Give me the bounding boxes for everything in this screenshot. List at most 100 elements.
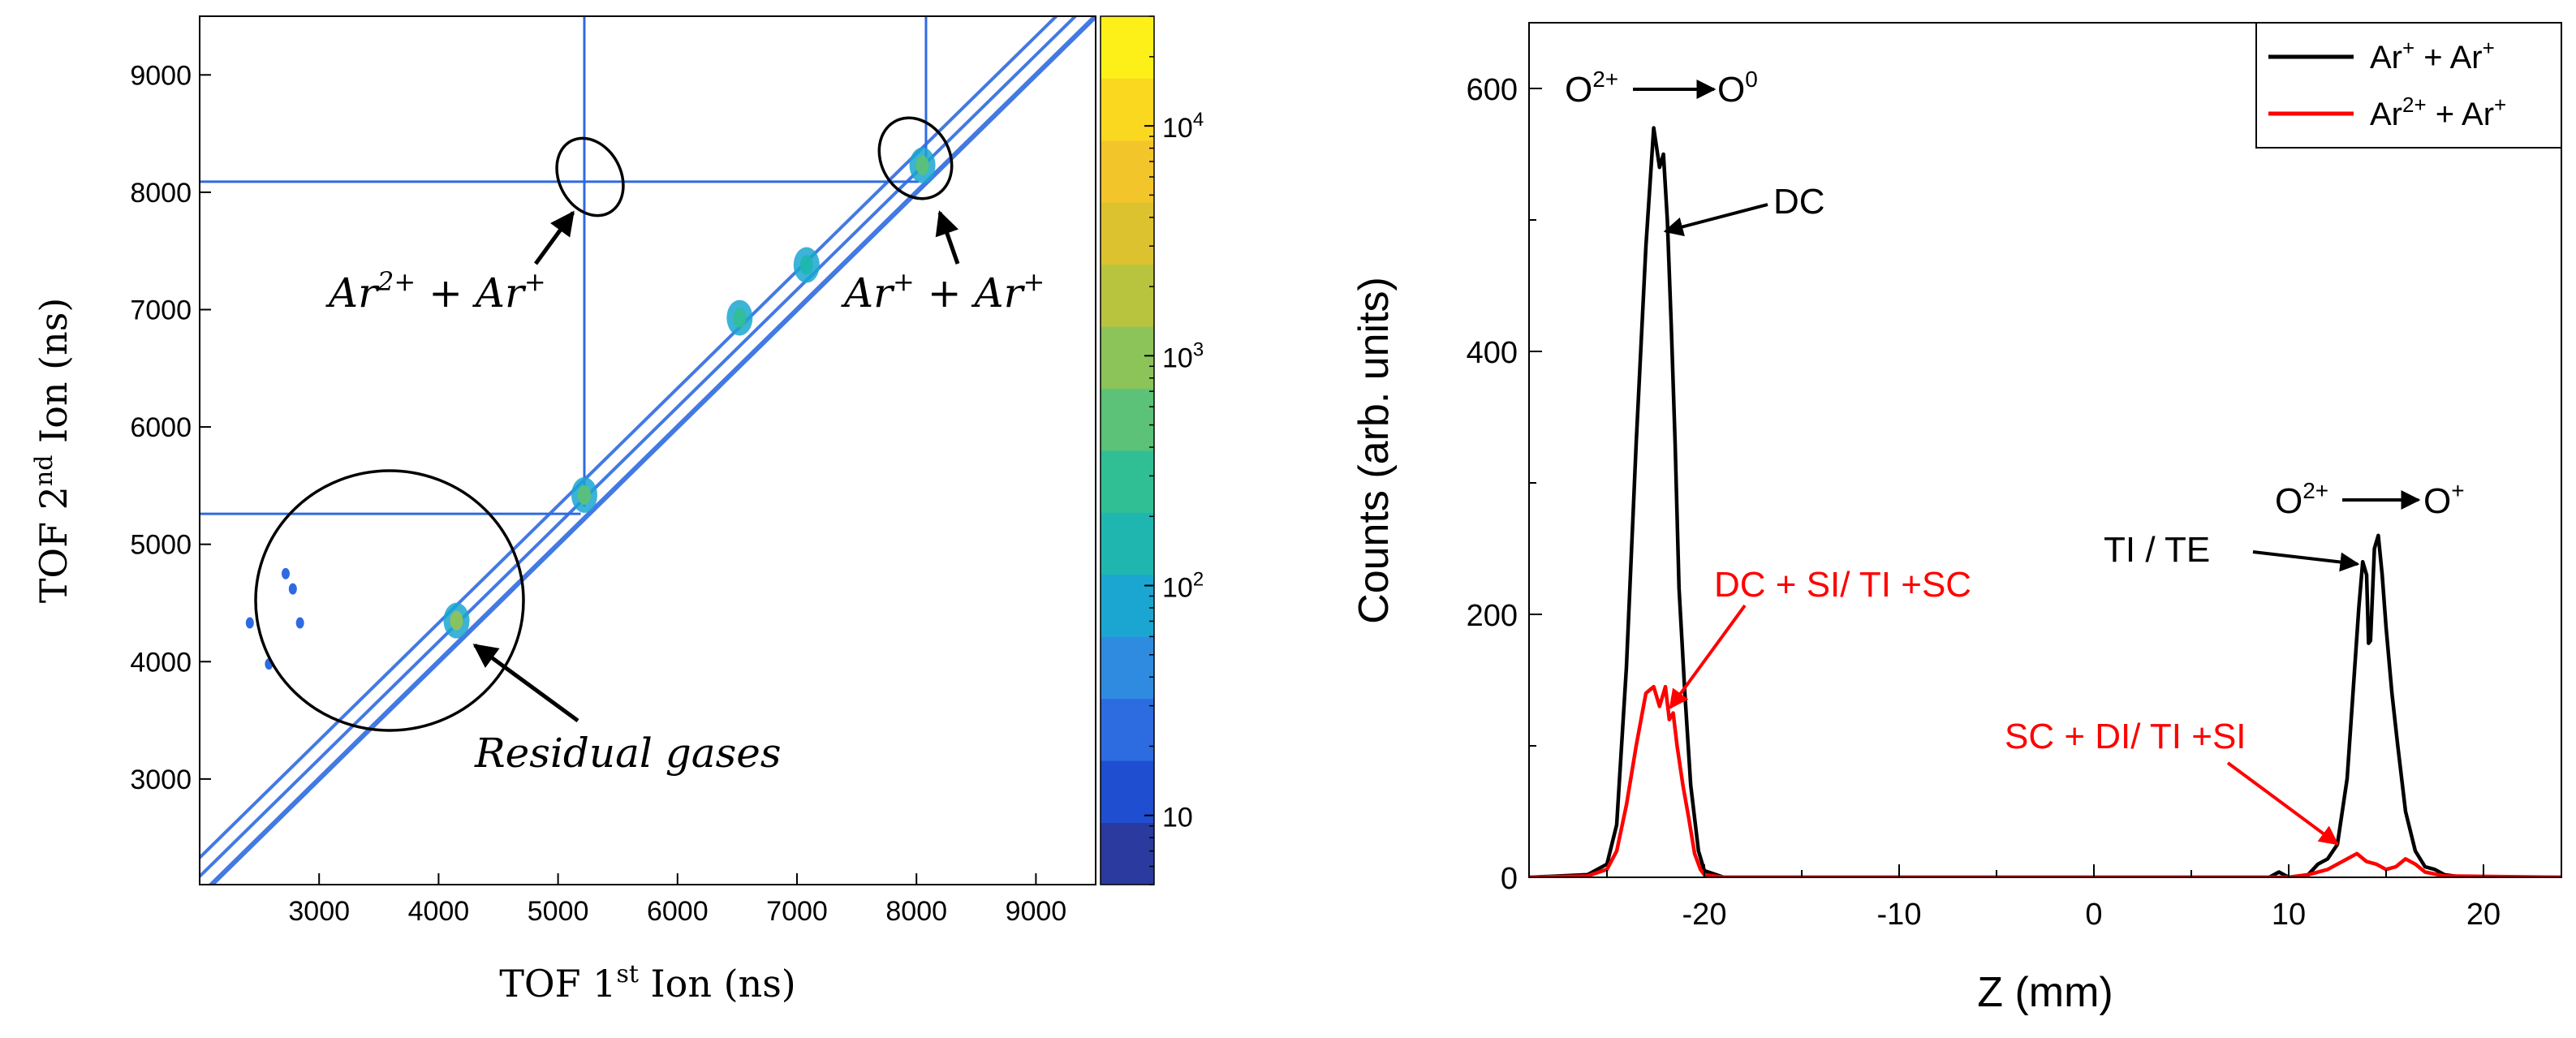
heatmap-y-tick-label: 4000 — [130, 647, 192, 678]
colorbar-tick-label: 104 — [1162, 109, 1204, 144]
colorbar-band-11 — [1101, 140, 1154, 203]
ar1-ar1-arrow — [935, 210, 960, 265]
heatmap-y-tick-label: 8000 — [130, 178, 192, 209]
hot-spot-3 — [726, 299, 753, 336]
line-y-tick-label: 200 — [1467, 599, 1518, 633]
series-line-1 — [1529, 684, 2561, 877]
line-y-axis-label: Counts (arb. units) — [1350, 277, 1398, 624]
heatmap-y-ticks: 3000 4000 5000 6000 7000 8000 9000 — [130, 60, 211, 795]
line-x-axis-label: Z (mm) — [1977, 969, 2113, 1016]
dc-si-arrow — [1669, 604, 1747, 709]
line-x-tick-label: -10 — [1877, 898, 1922, 932]
series-line-0 — [1529, 126, 2561, 877]
colorbar-band-7 — [1101, 388, 1154, 451]
legend-box — [2255, 22, 2562, 149]
heatmap-x-tick-label: 5000 — [528, 896, 589, 927]
residual-gases-label: Residual gases — [474, 730, 782, 777]
o2-o1-to: O+ — [2423, 478, 2465, 521]
colorbar-band-6 — [1101, 450, 1154, 513]
residual-gas-point-0 — [245, 617, 254, 629]
residual-gas-point-2 — [281, 567, 290, 579]
diagonal-band-2 — [200, 16, 1059, 859]
heatmap-x-tick-label: 8000 — [885, 896, 947, 927]
line-x-tick-label: 10 — [2272, 898, 2306, 932]
hot-spot-2 — [909, 147, 936, 183]
dc-label: DC — [1773, 182, 1825, 222]
dc-si-label: DC + SI/ TI +SC — [1714, 565, 1971, 605]
hot-spot-core — [915, 155, 929, 175]
colorbar-band-3 — [1101, 636, 1154, 700]
line-frame — [1528, 22, 2562, 878]
colorbar-band-0 — [1101, 822, 1154, 885]
heatmap-x-tick-label: 9000 — [1006, 896, 1067, 927]
residual-gas-point-4 — [288, 583, 297, 595]
ar2-ar1-arrow — [533, 210, 575, 265]
legend-label-ar1-ar1: Ar+ + Ar+ — [2370, 36, 2495, 75]
colorbar — [1100, 15, 1155, 885]
line-y-ticks: 0 200 400 600 — [1467, 73, 1542, 896]
colorbar-frame — [1100, 15, 1155, 885]
heatmap-y-tick-label: 5000 — [130, 530, 192, 561]
ti-te-arrow — [2252, 550, 2360, 572]
line-y-tick-label: 0 — [1501, 862, 1518, 896]
heatmap-y-axis-label: TOF 2nd Ion (ns) — [30, 298, 75, 604]
hot-spot-core — [577, 485, 591, 505]
heatmap-panel: 3000 4000 5000 6000 7000 8000 9000 3000 4000 500… — [30, 15, 1204, 1006]
heatmap-y-tick-label: 7000 — [130, 295, 192, 325]
heatmap-y-tick-label: 9000 — [130, 60, 192, 91]
colorbar-ticks: 10 102 103 104 — [1144, 15, 1204, 885]
residual-gases-arrow — [472, 643, 579, 723]
line-panel: -20 -10 0 10 20 0 200 400 600 Z (mm) Counts (ar… — [1350, 22, 2562, 1016]
legend: Ar+ + Ar+ Ar2+ + Ar+ — [2255, 22, 2562, 149]
o2-o1-annotation: O2+ O+ — [2275, 478, 2465, 521]
line-y-tick-label: 600 — [1467, 73, 1518, 107]
sc-di-arrow — [2226, 761, 2339, 846]
colorbar-band-5 — [1101, 512, 1154, 575]
diagonal-band-0 — [208, 16, 1096, 885]
hot-spot-0 — [443, 602, 470, 639]
o2-o0-to: O0 — [1717, 67, 1758, 110]
colorbar-band-1 — [1101, 760, 1154, 824]
colorbar-tick-label: 10 — [1162, 803, 1193, 833]
heatmap-x-tick-label: 7000 — [766, 896, 828, 927]
line-series — [1529, 126, 2561, 877]
dc-arrow — [1663, 203, 1768, 237]
o2-o1-from: O2+ — [2275, 478, 2328, 521]
hot-spot-core — [799, 255, 813, 275]
o2-o0-from: O2+ — [1565, 67, 1618, 110]
colorbar-band-8 — [1101, 326, 1154, 390]
heatmap-data — [200, 16, 1096, 885]
heatmap-frame — [199, 15, 1096, 885]
sc-di-label: SC + DI/ TI +SI — [2005, 717, 2246, 756]
hot-spot-1 — [571, 476, 597, 513]
ar2-ar1-circle — [555, 136, 625, 218]
hot-spot-core — [450, 610, 463, 631]
heatmap-y-tick-label: 6000 — [130, 412, 192, 443]
colorbar-band-12 — [1101, 78, 1154, 141]
colorbar-tick-label: 102 — [1162, 569, 1204, 604]
hot-spot-4 — [793, 247, 820, 283]
hot-spot-core — [733, 308, 747, 328]
colorbar-band-10 — [1101, 202, 1154, 265]
heatmap-x-axis-label: TOF 1st Ion (ns) — [499, 960, 796, 1006]
o2-o0-annotation: O2+ O0 — [1565, 67, 1758, 110]
colorbar-band-9 — [1101, 264, 1154, 327]
colorbar-band-4 — [1101, 574, 1154, 637]
residual-gases-circle — [254, 469, 525, 732]
line-x-tick-label: -20 — [1682, 898, 1727, 932]
line-x-tick-label: 20 — [2466, 898, 2501, 932]
ar1-ar1-label: Ar+ + Ar+ — [841, 266, 1045, 317]
heatmap-x-tick-label: 6000 — [647, 896, 709, 927]
heatmap-x-ticks: 3000 4000 5000 6000 7000 8000 9000 — [288, 873, 1066, 927]
line-y-tick-label: 400 — [1467, 336, 1518, 370]
legend-label-ar2-ar1: Ar2+ + Ar+ — [2370, 93, 2506, 132]
heatmap-x-tick-label: 4000 — [408, 896, 470, 927]
ar2-ar1-label: Ar2+ + Ar+ — [325, 266, 546, 317]
heatmap-y-tick-label: 3000 — [130, 765, 192, 795]
colorbar-band-13 — [1101, 16, 1154, 79]
ti-te-label: TI / TE — [2104, 530, 2210, 570]
colorbar-tick-label: 103 — [1162, 338, 1204, 373]
colorbar-band-2 — [1101, 698, 1154, 761]
residual-gas-point-3 — [295, 617, 304, 629]
